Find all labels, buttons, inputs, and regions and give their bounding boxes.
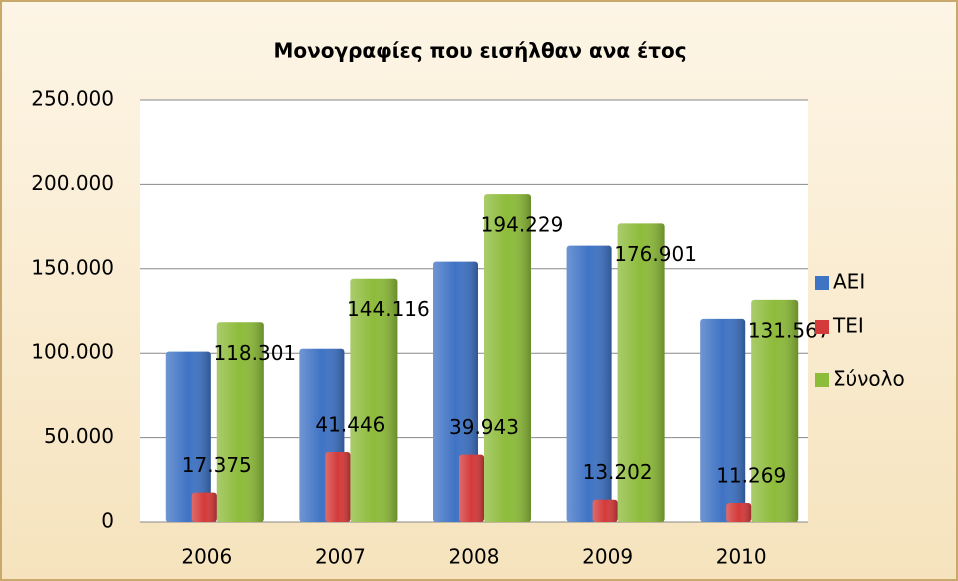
data-label: 118.301 [213,341,296,365]
bar-shade [700,318,746,522]
bar-shade [592,499,618,522]
bar-shade [484,194,531,522]
bar-shade [459,454,484,522]
y-tick-label: 50.000 [44,424,114,448]
x-tick-label: 2006 [181,545,232,569]
legend-label: Σύνολο [833,367,905,391]
bar-shade [325,452,351,522]
data-label: 13.202 [583,460,653,484]
data-label: 39.943 [449,415,519,439]
bar-shade [726,502,752,522]
x-tick-label: 2010 [716,545,767,569]
data-label: 144.116 [347,297,430,321]
x-tick-label: 2009 [582,545,633,569]
data-label: 176.901 [614,242,697,266]
bar-shade [165,351,211,522]
data-label: 11.269 [716,463,786,487]
data-label: 41.446 [315,413,385,437]
bar-shade [751,299,799,522]
bar-shade [617,223,665,522]
data-label: 194.229 [481,213,564,237]
bar-shade [350,278,398,522]
legend-swatch [815,373,829,387]
legend-swatch [815,276,829,290]
x-tick-label: 2008 [449,545,500,569]
y-tick-label: 250.000 [31,87,114,111]
legend-label: ΤΕΙ [832,314,864,338]
y-tick-label: 0 [101,509,114,533]
legend-swatch [815,320,829,334]
legend-label: ΑΕΙ [833,270,865,294]
bar-shade [216,322,264,522]
y-tick-label: 150.000 [31,255,114,279]
x-tick-label: 2007 [315,545,366,569]
y-tick-label: 100.000 [31,340,114,364]
y-tick-label: 200.000 [31,171,114,195]
chart-title: Μονογραφίες που εισήλθαν ανα έτος [273,39,686,63]
bar-shade [566,245,612,522]
bar-shade [191,492,217,522]
data-label: 17.375 [182,453,252,477]
